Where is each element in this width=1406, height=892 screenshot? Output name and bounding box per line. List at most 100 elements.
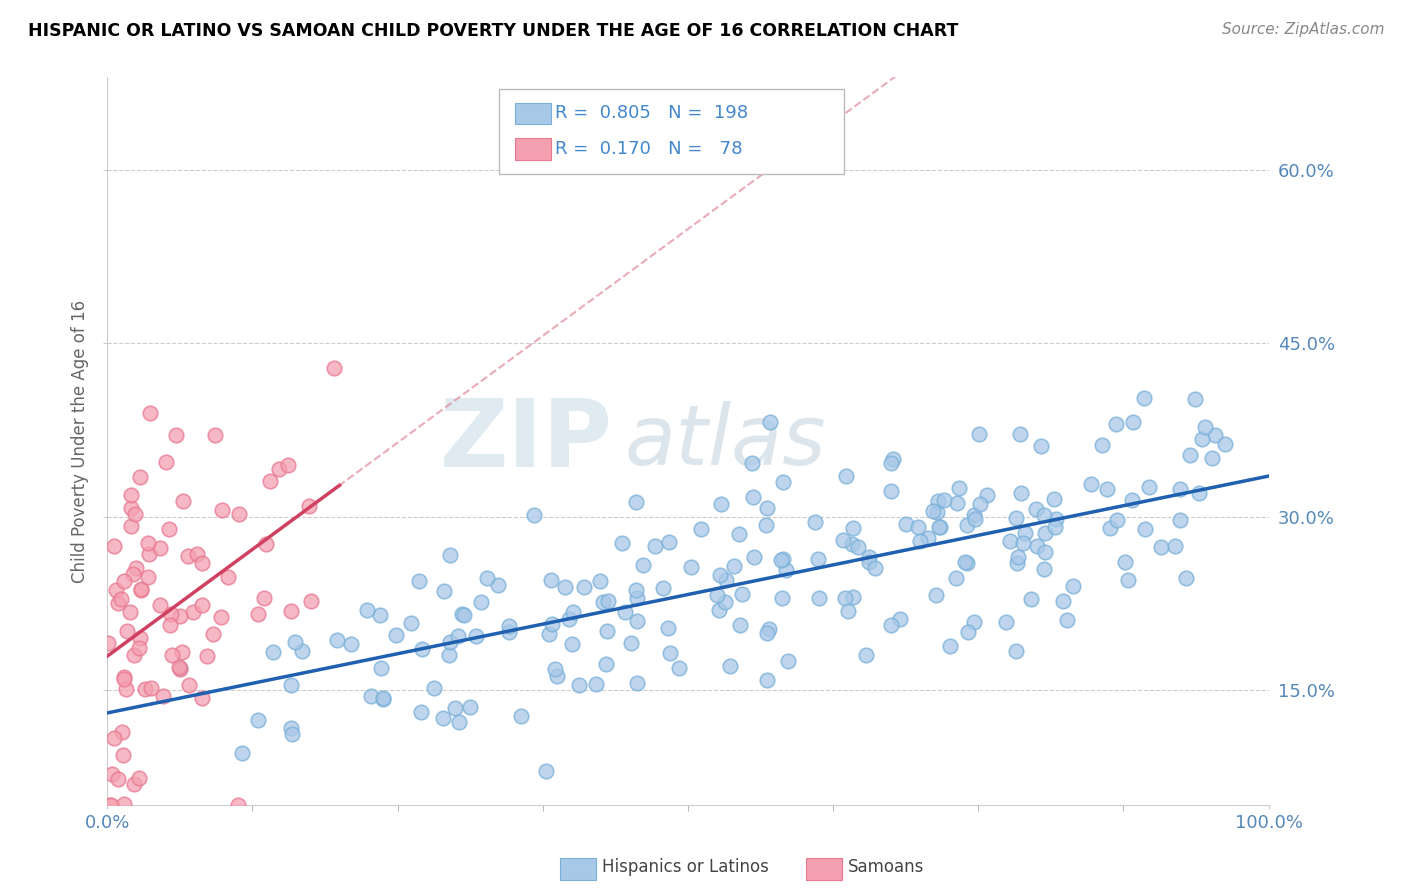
Point — [742, 490, 765, 504]
Point — [204, 428, 226, 442]
Point — [925, 505, 948, 519]
Point — [439, 548, 461, 562]
Point — [152, 689, 174, 703]
Point — [340, 637, 363, 651]
Point — [568, 678, 591, 692]
Point — [101, 767, 124, 781]
Point — [422, 681, 444, 696]
Point — [598, 594, 620, 608]
Point — [626, 582, 648, 597]
Point — [620, 636, 643, 650]
Point — [1007, 550, 1029, 565]
Point — [955, 518, 977, 533]
Point — [120, 500, 142, 515]
Point — [1056, 613, 1078, 627]
Point — [858, 550, 880, 565]
Point — [226, 798, 249, 813]
Point — [280, 604, 302, 618]
Point — [880, 456, 903, 470]
Point — [659, 646, 682, 660]
Point — [880, 484, 903, 499]
Point — [155, 455, 177, 469]
Point — [679, 560, 702, 574]
Point — [112, 672, 135, 686]
Point — [439, 648, 461, 663]
Point — [668, 661, 690, 675]
Point — [1010, 486, 1032, 500]
Point — [894, 517, 917, 532]
Point — [177, 549, 200, 564]
Point — [690, 522, 713, 536]
Point — [1116, 574, 1139, 588]
Point — [879, 617, 901, 632]
Point — [731, 587, 754, 601]
Point — [1025, 501, 1047, 516]
Point — [855, 648, 877, 663]
Point — [1105, 417, 1128, 431]
Point — [107, 596, 129, 610]
Text: R =  0.170   N =   78: R = 0.170 N = 78 — [555, 140, 742, 158]
Point — [157, 522, 180, 536]
Point — [122, 648, 145, 663]
Point — [917, 531, 939, 545]
Point — [928, 520, 950, 534]
Point — [129, 582, 152, 596]
Point — [626, 615, 648, 629]
Point — [139, 406, 162, 420]
Point — [371, 691, 394, 706]
Point — [631, 558, 654, 572]
Point — [1045, 512, 1067, 526]
Point — [534, 764, 557, 778]
Point — [1213, 437, 1236, 451]
Point — [453, 607, 475, 622]
Point — [1191, 432, 1213, 446]
Point — [136, 570, 159, 584]
Point — [848, 540, 870, 554]
Point — [1033, 562, 1056, 576]
Point — [470, 594, 492, 608]
Point — [541, 616, 564, 631]
Point — [134, 682, 156, 697]
Point — [626, 675, 648, 690]
Point — [540, 573, 562, 587]
Text: Samoans: Samoans — [848, 858, 924, 876]
Point — [114, 682, 136, 697]
Point — [882, 452, 904, 467]
Point — [523, 508, 546, 522]
Point — [1080, 477, 1102, 491]
Point — [276, 458, 298, 472]
Point — [956, 556, 979, 570]
Point — [291, 644, 314, 658]
Point — [585, 677, 607, 691]
Point — [298, 500, 321, 514]
Point — [122, 777, 145, 791]
Point — [889, 612, 911, 626]
Text: Source: ZipAtlas.com: Source: ZipAtlas.com — [1222, 22, 1385, 37]
Point — [1114, 555, 1136, 569]
Text: atlas: atlas — [624, 401, 825, 482]
Point — [728, 618, 751, 632]
Point — [1178, 448, 1201, 462]
Point — [596, 624, 619, 638]
Point — [772, 552, 794, 566]
Point — [706, 589, 728, 603]
Point — [284, 634, 307, 648]
Point — [755, 518, 778, 533]
Point — [458, 700, 481, 714]
Point — [538, 627, 561, 641]
Point — [211, 503, 233, 517]
Point — [658, 535, 681, 549]
Point — [1033, 545, 1056, 559]
Point — [464, 629, 486, 643]
Y-axis label: Child Poverty Under the Age of 16: Child Poverty Under the Age of 16 — [72, 300, 89, 583]
Point — [554, 580, 576, 594]
Point — [191, 556, 214, 570]
Point — [191, 599, 214, 613]
Text: Hispanics or Latinos: Hispanics or Latinos — [602, 858, 769, 876]
Point — [657, 621, 679, 635]
Point — [775, 563, 797, 577]
Point — [326, 632, 349, 647]
Point — [1091, 438, 1114, 452]
Point — [976, 488, 998, 502]
Point — [841, 537, 863, 551]
